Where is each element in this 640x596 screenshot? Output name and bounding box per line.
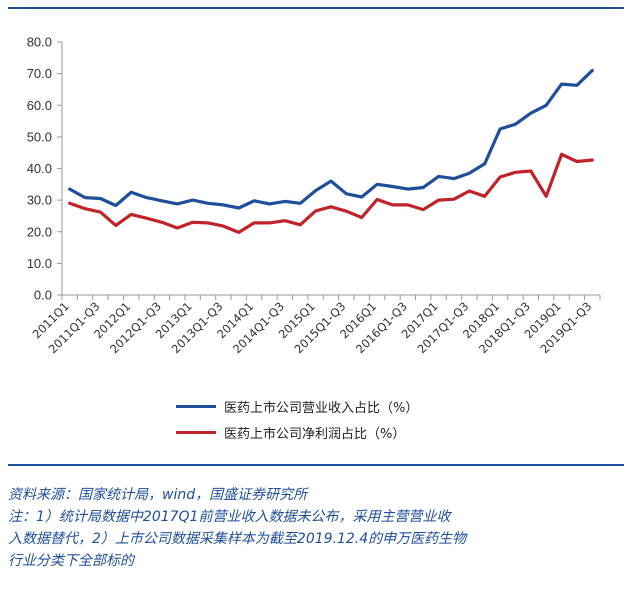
legend-item-revenue: 医药上市公司营业收入占比（%）: [176, 393, 418, 419]
legend: 医药上市公司营业收入占比（%） 医药上市公司净利润占比（%）: [176, 393, 418, 445]
note-line-2: 入数据替代，2）上市公司数据采集样本为截至2019.12.4的申万医药生物: [8, 531, 467, 547]
series-line-revenue: [68, 68, 594, 210]
y-tick-label: 60.0: [27, 98, 52, 113]
y-tick-label: 10.0: [27, 256, 52, 271]
legend-swatch-profit: [176, 430, 216, 434]
line-chart: 0.0 10.0 20.0 30.0 40.0 50.0 60.0 70.0 80.0 2011…: [27, 35, 601, 356]
legend-label-profit: 医药上市公司净利润占比（%）: [224, 426, 406, 442]
y-tick-label: 50.0: [27, 129, 52, 144]
note-line-1: 注：1）统计局数据中2017Q1前营业收入数据未公布，采用主营营业收: [8, 509, 451, 525]
series-line-profit: [68, 152, 594, 234]
bottom-rule: [8, 464, 624, 466]
y-tick-label: 80.0: [27, 35, 52, 50]
x-axis: 2011Q12011Q1-Q32012Q12012Q1-Q32013Q12013…: [30, 294, 601, 356]
legend-item-profit: 医药上市公司净利润占比（%）: [176, 419, 418, 445]
note-line-3: 行业分类下全部标的: [8, 553, 134, 569]
y-tick-label: 0.0: [34, 288, 52, 303]
y-tick-label: 20.0: [27, 224, 52, 239]
y-tick-label: 40.0: [27, 161, 52, 176]
top-rule: [8, 7, 624, 9]
source-note: 资料来源：国家统计局，wind，国盛证券研究所: [8, 487, 308, 503]
y-axis: 0.0 10.0 20.0 30.0 40.0 50.0 60.0 70.0 80.0: [27, 35, 63, 303]
legend-label-revenue: 医药上市公司营业收入占比（%）: [224, 400, 419, 416]
y-tick-label: 30.0: [27, 193, 52, 208]
y-tick-label: 70.0: [27, 66, 52, 81]
series-layer: [68, 68, 594, 234]
legend-swatch-revenue: [176, 404, 216, 408]
notes: 资料来源：国家统计局，wind，国盛证券研究所 注：1）统计局数据中2017Q1…: [8, 484, 628, 572]
